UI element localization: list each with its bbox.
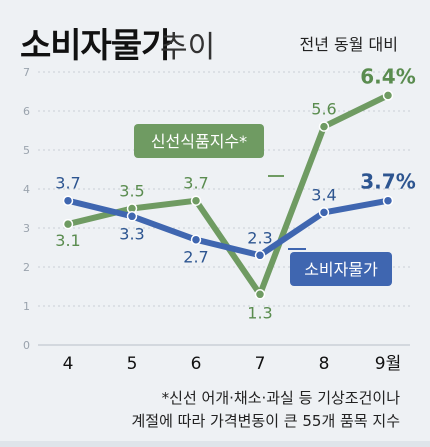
y-tick-label: 7 xyxy=(23,66,30,79)
chart-title: 소비자물가 xyxy=(20,26,172,66)
y-tick-label: 2 xyxy=(23,261,30,274)
x-tick-label: 6 xyxy=(191,354,202,374)
data-label: 3.4 xyxy=(311,185,336,204)
data-point xyxy=(382,195,394,206)
data-point xyxy=(62,195,74,206)
y-tick-label: 0 xyxy=(23,339,30,352)
data-point xyxy=(382,90,394,101)
data-label: 3.3 xyxy=(119,224,144,243)
data-label: 6.4% xyxy=(360,64,415,88)
data-point xyxy=(126,211,138,222)
x-tick-label: 7 xyxy=(255,354,266,374)
data-label: 2.7 xyxy=(183,248,208,267)
y-tick-label: 5 xyxy=(23,144,30,157)
series-callout-box-1 xyxy=(134,124,264,158)
data-label: 3.1 xyxy=(55,231,80,250)
data-label: 3.7 xyxy=(183,174,208,193)
data-label: 3.7 xyxy=(55,174,80,193)
data-point xyxy=(254,289,266,300)
y-tick-label: 1 xyxy=(23,300,30,313)
data-point xyxy=(62,218,74,230)
data-label: 5.6 xyxy=(311,100,336,119)
x-tick-label: 9월 xyxy=(375,354,401,374)
series-callout-box-2 xyxy=(290,252,392,286)
y-tick-label: 3 xyxy=(23,222,30,235)
data-label: 1.3 xyxy=(247,303,272,322)
x-tick-label: 4 xyxy=(63,354,74,374)
data-point xyxy=(318,207,330,218)
footnote-line-2: 계절에 따라 가격변동이 큰 55개 품목 지수 xyxy=(131,412,401,430)
data-point xyxy=(190,234,202,245)
data-point xyxy=(254,250,266,261)
data-point xyxy=(190,195,202,206)
footnote-line-1: *신선 어개·채소·과실 등 기상조건이나 xyxy=(161,389,400,407)
chart-title-suffix: 추이 xyxy=(160,30,216,65)
data-label: 3.7% xyxy=(360,170,415,194)
y-tick-label: 6 xyxy=(23,105,30,118)
x-tick-label: 5 xyxy=(127,354,138,374)
y-tick-label: 4 xyxy=(23,183,30,196)
data-label: 3.5 xyxy=(119,182,144,201)
series-line-2 xyxy=(65,197,391,259)
bottom-strip xyxy=(0,441,430,447)
legend-label-cpi: 소비자물가 xyxy=(304,260,378,279)
chart-subtitle: 전년 동월 대비 xyxy=(299,35,399,54)
data-point xyxy=(318,121,330,132)
x-tick-label: 8 xyxy=(319,354,330,374)
data-label: 2.3 xyxy=(247,228,272,247)
legend-label-fresh-food: 신선식품지수* xyxy=(151,132,247,151)
